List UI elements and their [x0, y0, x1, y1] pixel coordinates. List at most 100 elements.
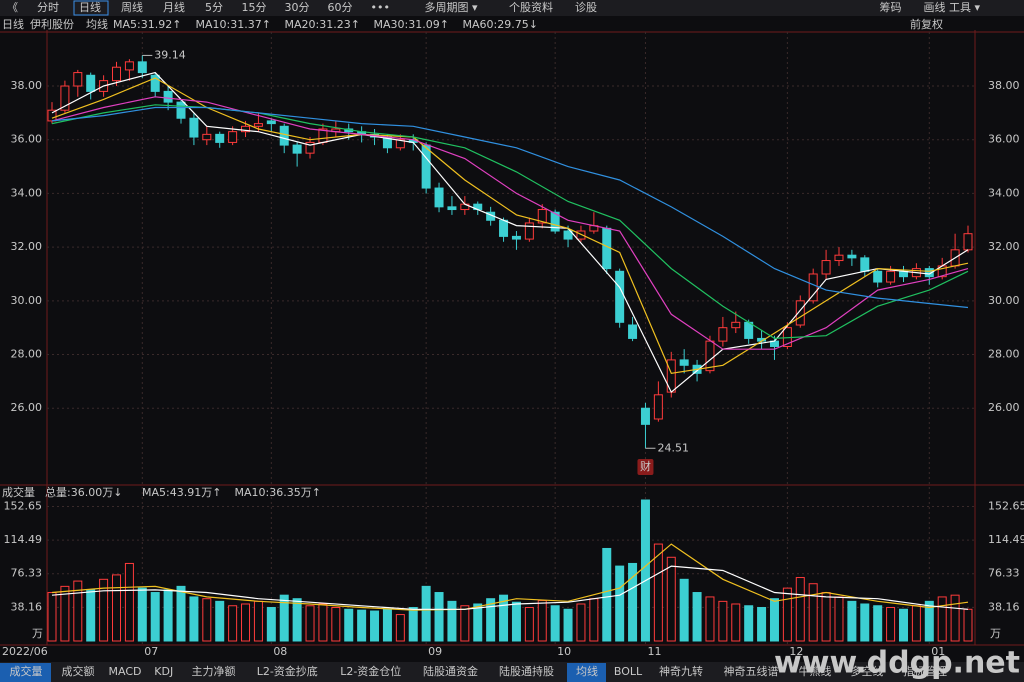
y-tick-label: 76.33: [988, 567, 1020, 580]
tab[interactable]: [245, 663, 329, 682]
tab-label[interactable]: 指标管理: [903, 664, 947, 678]
tab[interactable]: [607, 663, 648, 682]
tab[interactable]: [52, 663, 103, 682]
tab[interactable]: [146, 663, 181, 682]
tab-label[interactable]: 牛熊线: [799, 664, 832, 678]
y-tick-label: 28.00: [988, 348, 1020, 361]
volume-bar: [911, 605, 921, 642]
candle-body: [563, 230, 573, 240]
x-tick-label: 2022/06: [2, 645, 48, 658]
event-marker[interactable]: 财: [640, 459, 651, 473]
tab[interactable]: [104, 663, 145, 682]
candle-body: [421, 144, 431, 189]
tab[interactable]: [0, 663, 51, 682]
toolbar-button[interactable]: 诊股: [575, 0, 597, 14]
tab-label[interactable]: L2-资金仓位: [340, 664, 401, 678]
toolbar-button[interactable]: 分时: [37, 1, 59, 14]
x-tick-label: 11: [647, 645, 661, 658]
toolbar-button[interactable]: 《: [7, 1, 18, 14]
volume-bar: [731, 603, 741, 642]
volume-bar: [253, 600, 263, 642]
legend-entry: MA5:43.91万↑: [142, 486, 221, 499]
tab[interactable]: [649, 663, 712, 682]
toolbar-button[interactable]: 筹码: [880, 0, 902, 14]
tab-label[interactable]: 主力净额: [192, 664, 236, 678]
candle-body: [731, 321, 741, 329]
volume-bar: [563, 608, 573, 642]
toolbar-button[interactable]: 个股资料: [509, 0, 553, 14]
tab-label[interactable]: MACD: [109, 665, 142, 678]
tab-label[interactable]: 神奇九转: [659, 664, 703, 678]
tab[interactable]: [789, 663, 840, 682]
toolbar-button[interactable]: 月线: [163, 0, 185, 14]
candle-body: [137, 61, 147, 74]
tab[interactable]: [488, 663, 564, 682]
tab[interactable]: [893, 663, 956, 682]
candle-body: [124, 61, 134, 71]
candle-body: [576, 230, 586, 240]
tab-label[interactable]: BOLL: [614, 665, 643, 678]
toolbar-button[interactable]: 工具 ▾: [949, 1, 980, 14]
adjust-label[interactable]: 前复权: [910, 17, 943, 31]
volume-bar: [99, 578, 109, 642]
toolbar: [0, 0, 1024, 16]
volume-bar: [47, 592, 57, 642]
tab-label[interactable]: 成交量: [10, 664, 43, 678]
toolbar-button[interactable]: 多周期图 ▾: [425, 0, 478, 14]
tab-label[interactable]: KDJ: [154, 665, 173, 678]
toolbar-button[interactable]: 60分: [328, 1, 353, 14]
tab-label[interactable]: 陆股通持股: [499, 664, 554, 678]
toolbar-button[interactable]: 周线: [121, 0, 143, 14]
toolbar-button[interactable]: 画线: [924, 0, 946, 14]
candle-body: [808, 273, 818, 302]
volume-bar: [924, 600, 934, 642]
tab-label[interactable]: 陆股通资金: [423, 664, 478, 678]
tab-label[interactable]: L2-资金抄底: [257, 664, 318, 678]
event-marker-box[interactable]: [637, 459, 654, 475]
tab[interactable]: [841, 663, 892, 682]
tab[interactable]: [567, 663, 606, 682]
candle-body: [886, 270, 896, 283]
candle-body: [511, 235, 521, 240]
period-label: 日线: [2, 17, 24, 31]
candle-body: [963, 233, 973, 251]
candle-body: [73, 72, 83, 87]
candle-body: [189, 117, 199, 138]
volume-bar: [163, 589, 173, 642]
tab[interactable]: [329, 663, 412, 682]
x-tick-label: 08: [273, 645, 287, 658]
volume-bar: [370, 610, 380, 642]
volume-bar: [937, 596, 947, 642]
candle-body: [215, 133, 225, 143]
volume-bar: [653, 543, 663, 642]
tab[interactable]: [181, 663, 245, 682]
volume-bar: [86, 589, 96, 642]
y-tick-label: 38.16: [988, 600, 1020, 613]
candle-body: [228, 131, 238, 143]
tab[interactable]: [713, 663, 788, 682]
tab-label[interactable]: 均线: [576, 664, 598, 678]
tab-label[interactable]: 神奇五线谱: [724, 664, 779, 678]
legend-entry: MA30:31.09↑: [374, 18, 449, 31]
toolbar-button[interactable]: 15分: [242, 1, 267, 14]
volume-bar: [628, 562, 638, 642]
y-tick-label: 28.00: [11, 348, 43, 361]
volume-bar: [744, 605, 754, 642]
toolbar-button[interactable]: •••: [371, 1, 390, 14]
y-tick-label: 114.49: [988, 533, 1024, 546]
high-label: 39.14: [154, 48, 186, 61]
toolbar-button[interactable]: 5分: [205, 1, 223, 14]
y-tick-label: 32.00: [988, 240, 1020, 253]
tab-label[interactable]: 成交额: [62, 664, 95, 678]
volume-title: 成交量: [2, 485, 35, 499]
volume-bar: [176, 585, 186, 642]
toolbar-button[interactable]: 日线: [79, 0, 101, 14]
toolbar-button[interactable]: 30分: [285, 1, 310, 14]
tab-label[interactable]: 多空线: [851, 664, 884, 678]
y-tick-label: 26.00: [11, 401, 43, 414]
volume-bar: [860, 603, 870, 642]
volume-bar: [950, 594, 960, 642]
candle-body: [499, 219, 509, 237]
tab[interactable]: [412, 663, 488, 682]
